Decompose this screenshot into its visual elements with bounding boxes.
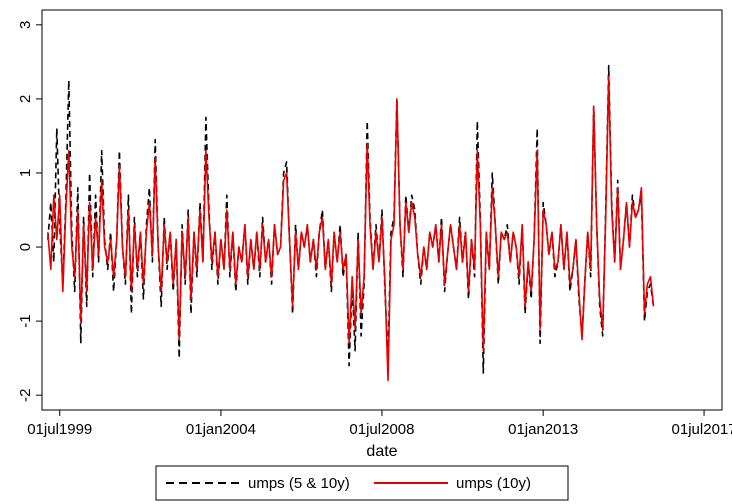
x-tick-label: 01jul2008 xyxy=(349,421,414,438)
legend-label-umps-10y: umps (10y) xyxy=(456,475,531,492)
y-tick-label: -1 xyxy=(17,314,34,327)
x-tick-label: 01jan2004 xyxy=(186,421,256,438)
legend: umps (5 & 10y) umps (10y) xyxy=(155,465,569,501)
x-tick-label: 01jan2013 xyxy=(508,421,578,438)
x-axis-label: date xyxy=(366,443,397,460)
x-tick-label: 01jul1999 xyxy=(27,421,92,438)
x-axis: 01jul1999 01jan2004 01jul2008 01jan2013 01ju… xyxy=(27,410,732,438)
series-layer xyxy=(47,64,655,382)
y-tick-label: -2 xyxy=(17,389,34,402)
y-tick-label: 2 xyxy=(17,95,34,103)
series-line-umps-10y xyxy=(47,75,655,382)
y-tick-label: 3 xyxy=(17,21,34,29)
y-axis: -2 -1 0 1 2 3 xyxy=(17,21,42,402)
y-tick-label: 1 xyxy=(17,169,34,177)
y-tick-label: 0 xyxy=(17,243,34,251)
legend-label-umps-5-10y: umps (5 & 10y) xyxy=(248,475,350,492)
x-tick-label: 01jul2017 xyxy=(672,421,732,438)
